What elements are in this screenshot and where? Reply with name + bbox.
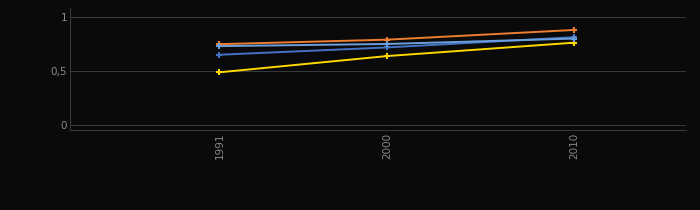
IDH - Renda (383, 43, 391, 45)
IDH - Longevidade (570, 29, 578, 31)
IDH - Educação (383, 55, 391, 57)
IDH (215, 54, 223, 56)
IDH - Longevidade (215, 43, 223, 45)
IDH - Longevidade (383, 38, 391, 41)
IDH - Renda (215, 45, 223, 47)
IDH - Educação (570, 41, 578, 44)
IDH (570, 36, 578, 38)
Line: IDH - Longevidade: IDH - Longevidade (216, 26, 577, 48)
IDH - Educação (215, 71, 223, 74)
IDH - Renda (570, 37, 578, 40)
Line: IDH - Renda: IDH - Renda (216, 35, 577, 50)
Line: IDH - Educação: IDH - Educação (216, 39, 577, 76)
Line: IDH: IDH (216, 34, 577, 58)
IDH (383, 46, 391, 49)
